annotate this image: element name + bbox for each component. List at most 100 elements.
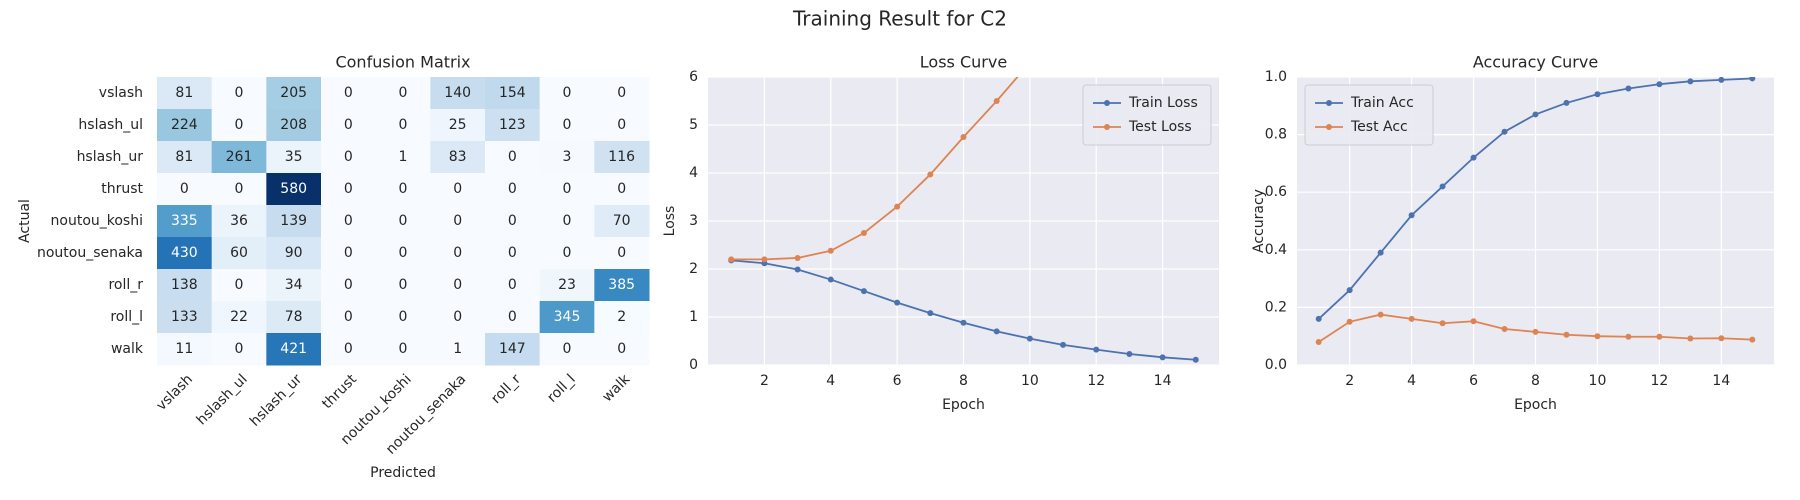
y-tick-label: hslash_ul (78, 117, 143, 133)
point (1687, 335, 1694, 342)
heatmap-cell (321, 109, 377, 142)
y-tick-label: 0.2 (1265, 299, 1287, 315)
point (761, 256, 768, 263)
cell-label: 0 (399, 181, 408, 197)
cell-label: 208 (280, 117, 307, 133)
cell-label: 0 (344, 149, 353, 165)
heatmap-cell (157, 109, 213, 142)
heatmap-cell (485, 141, 541, 174)
cell-label: 0 (344, 341, 353, 357)
heatmap-cell (266, 173, 322, 206)
legend-box (1082, 84, 1212, 146)
cell-label: 138 (171, 277, 198, 293)
point (1060, 21, 1066, 27)
cell-label: 0 (563, 213, 572, 229)
y-axis-label: Accuracy (1251, 189, 1267, 253)
legend-marker (1326, 124, 1332, 130)
cell-label: 2 (617, 309, 626, 325)
point (1501, 128, 1508, 135)
cell-label: 0 (344, 309, 353, 325)
heatmap-cell (594, 237, 650, 270)
y-tick-label: 2 (689, 261, 698, 277)
point (1377, 249, 1384, 256)
point (993, 98, 1000, 104)
point (1563, 99, 1570, 106)
point (1346, 287, 1353, 294)
cell-label: 0 (508, 181, 517, 197)
cell-label: 36 (230, 213, 248, 229)
cell-label: 0 (344, 85, 353, 101)
cell-label: 0 (399, 213, 408, 229)
point (1159, 354, 1166, 361)
heatmap-cell (266, 333, 322, 366)
cell-label: 0 (235, 341, 244, 357)
plot-area (1315, 77, 1756, 345)
point (1093, 346, 1100, 353)
heatmap-cell (594, 205, 650, 238)
x-tick-label: 6 (893, 373, 902, 389)
heatmap-cell (321, 237, 377, 270)
heatmap-cell (430, 269, 486, 302)
heatmap-cell (157, 173, 213, 206)
point (1532, 328, 1539, 335)
point (1315, 315, 1322, 322)
point (1687, 78, 1694, 85)
heatmap-cell (594, 141, 650, 174)
y-tick-label: roll_l (110, 309, 143, 325)
cell-label: 335 (171, 213, 198, 229)
cell-label: 0 (399, 85, 408, 101)
plot-area (728, 21, 1199, 363)
y-tick-label: noutou_senaka (37, 245, 143, 261)
x-tick-label: 10 (1021, 373, 1039, 389)
heatmap-cell (157, 77, 213, 110)
heatmap-cell (321, 269, 377, 302)
heatmap-cell (375, 333, 431, 366)
point (827, 276, 834, 283)
point (1625, 333, 1632, 340)
point (1749, 336, 1756, 343)
heatmap-cell (430, 173, 486, 206)
cell-label: 580 (280, 181, 307, 197)
heatmap-cell (321, 333, 377, 366)
point (1192, 356, 1199, 363)
cell-label: 0 (563, 117, 572, 133)
cell-label: 0 (399, 309, 408, 325)
heatmap-cell (211, 173, 267, 206)
cell-label: 34 (285, 277, 303, 293)
point (927, 171, 934, 178)
x-tick-label: 6 (1469, 373, 1478, 389)
cell-label: 23 (558, 277, 576, 293)
point (1718, 335, 1725, 342)
legend-marker (1104, 100, 1110, 106)
heatmap-cell (266, 205, 322, 238)
cell-label: 0 (563, 181, 572, 197)
heatmap-cell (375, 205, 431, 238)
heatmap-cell (266, 269, 322, 302)
cell-label: 139 (280, 213, 307, 229)
heatmap-cell (430, 301, 486, 334)
heatmap-cell (321, 77, 377, 110)
cell-label: 154 (499, 85, 526, 101)
legend-label: Test Loss (1128, 119, 1192, 135)
heatmap-cell (594, 173, 650, 206)
x-tick-label: 4 (1407, 373, 1416, 389)
y-tick-label: hslash_ur (77, 149, 144, 165)
cell-label: 70 (613, 213, 631, 229)
heatmap-cell (157, 141, 213, 174)
cell-label: 430 (171, 245, 198, 261)
heatmap-cell (485, 301, 541, 334)
heatmap-cell (430, 333, 486, 366)
heatmap-cell (157, 301, 213, 334)
heatmap-cell (430, 141, 486, 174)
cell-label: 0 (344, 117, 353, 133)
point (728, 256, 735, 263)
heatmap-cell (157, 269, 213, 302)
point (1408, 212, 1415, 219)
cell-label: 22 (230, 309, 248, 325)
cell-label: 123 (499, 117, 526, 133)
point (1470, 154, 1477, 161)
cell-label: 81 (175, 149, 193, 165)
heatmap-cell (485, 333, 541, 366)
point (1656, 333, 1663, 340)
